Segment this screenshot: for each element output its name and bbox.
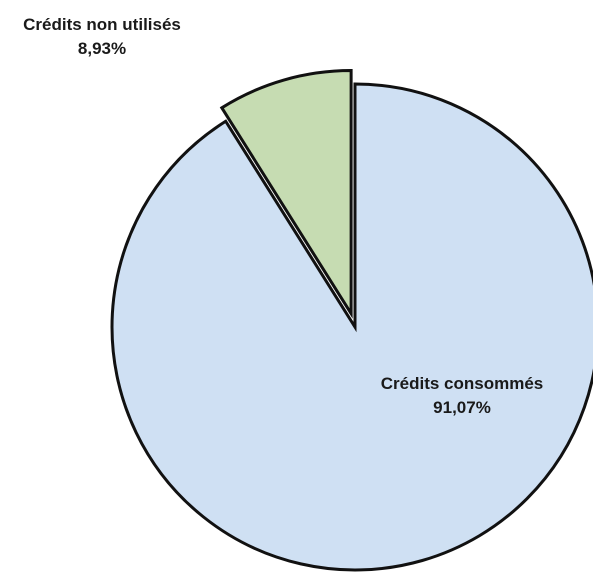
slice-value-credits-non-utilises: 8,93%: [78, 39, 126, 58]
pie-slice-credits-consommes: [110, 82, 593, 572]
slice-label-credits-consommes: Crédits consommés: [381, 374, 544, 393]
pie-slice-credits-non-utilises: [219, 69, 353, 319]
slice-label-credits-non-utilises: Crédits non utilisés: [23, 15, 181, 34]
slice-value-credits-consommes: 91,07%: [433, 398, 491, 417]
